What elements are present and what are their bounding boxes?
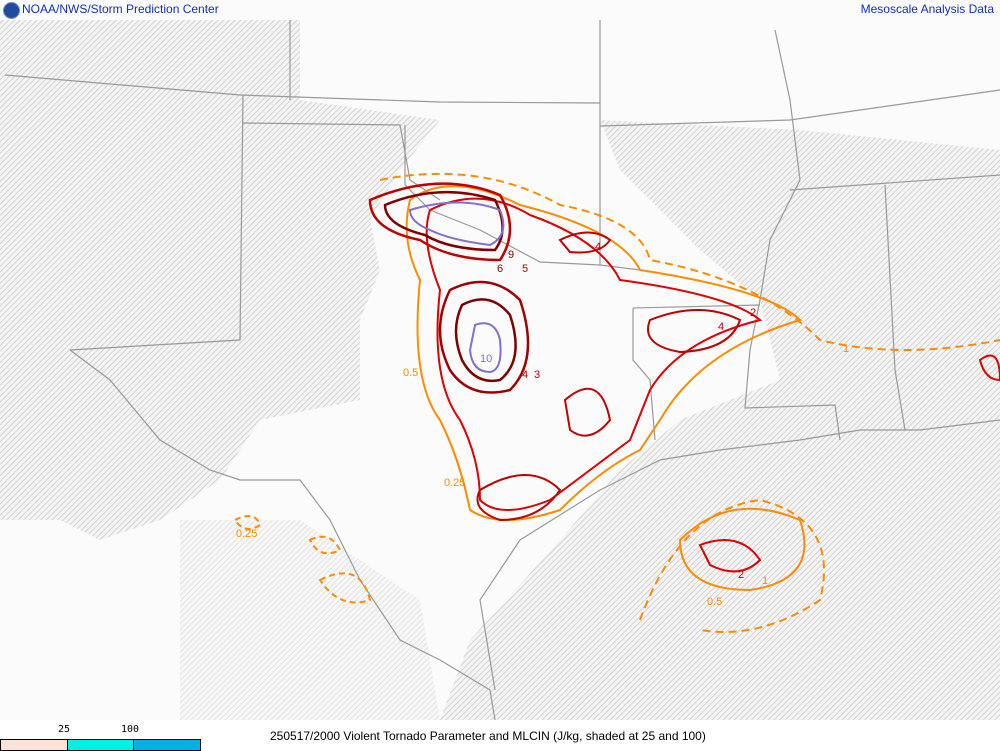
legend-swatch-low (0, 739, 68, 751)
contour-label: 4 (522, 369, 528, 381)
vtp-contours (233, 172, 1000, 633)
legend-tick: 25 (58, 724, 71, 735)
legend-tick: 100 (121, 724, 140, 735)
contour-label: 4 (595, 241, 601, 253)
noaa-logo (3, 2, 20, 19)
contour-label: 4 (718, 321, 724, 333)
contour-label: 2 (750, 307, 756, 319)
contour-label: 5 (522, 263, 528, 275)
contour-label: 3 (534, 369, 540, 381)
contour-label: 1 (762, 575, 768, 587)
legend-swatch-25 (67, 739, 134, 751)
legend-swatch-100 (133, 739, 201, 751)
contour-label: 0.5 (707, 596, 722, 608)
header-left-title: NOAA/NWS/Storm Prediction Center (22, 2, 219, 16)
map-caption: 250517/2000 Violent Tornado Parameter an… (270, 729, 706, 743)
contour-label: 0.5 (403, 367, 418, 379)
contour-label: 0.25 (444, 477, 465, 489)
state-borders (4, 20, 1000, 721)
header-right-title: Mesoscale Analysis Data (860, 2, 994, 16)
cin-shading (0, 20, 1000, 720)
contour-labels: 4 9 6 5 10 4 3 2 1 0.5 0.25 2 1 0.5 0.25… (236, 241, 849, 608)
contour-label: 9 (508, 249, 514, 261)
contour-label: 10 (480, 353, 492, 365)
contour-label: 6 (497, 263, 503, 275)
contour-label: 2 (738, 569, 744, 581)
contour-label: 0.25 (236, 528, 257, 540)
contour-label: 1 (843, 343, 849, 355)
